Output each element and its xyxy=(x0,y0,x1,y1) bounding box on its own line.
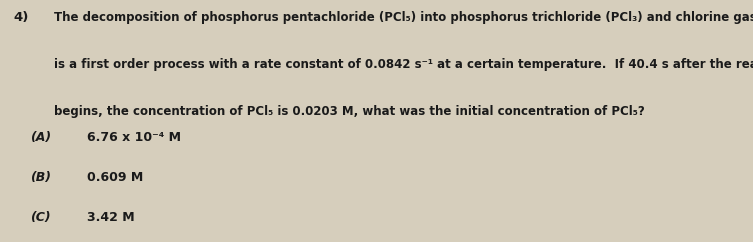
Text: 4): 4) xyxy=(14,11,29,24)
Text: The decomposition of phosphorus pentachloride (PCl₅) into phosphorus trichloride: The decomposition of phosphorus pentachl… xyxy=(54,11,753,24)
Text: 0.609 M: 0.609 M xyxy=(87,171,143,184)
Text: 3.42 M: 3.42 M xyxy=(87,211,134,224)
Text: (C): (C) xyxy=(30,211,50,224)
Text: (B): (B) xyxy=(30,171,51,184)
Text: 6.76 x 10⁻⁴ M: 6.76 x 10⁻⁴ M xyxy=(87,131,181,144)
Text: is a first order process with a rate constant of 0.0842 s⁻¹ at a certain tempera: is a first order process with a rate con… xyxy=(54,58,753,71)
Text: begins, the concentration of PCl₅ is 0.0203 M, what was the initial concentratio: begins, the concentration of PCl₅ is 0.0… xyxy=(54,105,645,118)
Text: (A): (A) xyxy=(30,131,51,144)
